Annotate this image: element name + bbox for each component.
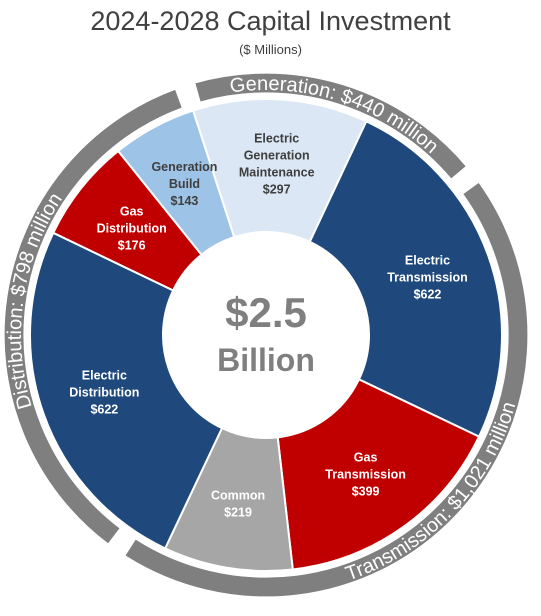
slice-label-line: Transmission (387, 270, 468, 284)
slice-label-gas-distribution: Gas Distribution $176 (97, 204, 167, 252)
slice-label-electric-distribution: Electric Distribution $622 (69, 368, 139, 416)
slice-label-line: Gas (120, 204, 144, 218)
slice-label-line: Electric (82, 368, 127, 382)
center-hole (164, 233, 368, 437)
slice-label-generation-build: Generation Build $143 (151, 160, 217, 208)
slice-label-line: Generation (151, 160, 217, 174)
slice-value: $399 (352, 485, 380, 499)
center-total-unit: Billion (217, 342, 315, 378)
slice-label-line: Transmission (325, 468, 406, 482)
slice-label-line: Maintenance (239, 165, 315, 179)
chart-title: 2024-2028 Capital Investment (90, 6, 451, 36)
slice-label-electric-transmission: Electric Transmission $622 (387, 253, 468, 301)
group-ring-generation (193, 72, 468, 181)
slice-label-line: Electric (254, 131, 299, 145)
center-total-amount: $2.5 (225, 289, 307, 336)
slice-label-line: Electric (405, 253, 450, 267)
slice-generation-build (116, 109, 236, 257)
slice-value: $622 (90, 402, 118, 416)
slice-value: $176 (118, 238, 146, 252)
slice-label-line: Common (211, 489, 265, 503)
group-ring-distribution (3, 88, 184, 546)
chart-subtitle: ($ Millions) (239, 42, 302, 57)
slice-label-gas-transmission: Gas Transmission $399 (325, 451, 406, 499)
slice-label-line: Distribution (97, 221, 167, 235)
slice-label-common: Common $219 (211, 489, 265, 520)
slice-value: $143 (171, 194, 199, 208)
slice-electric-transmission (308, 120, 503, 438)
slice-label-line: Build (169, 177, 200, 191)
group-ring-transmission (123, 181, 529, 598)
slice-electric-distribution (29, 231, 224, 550)
slice-value: $622 (414, 287, 442, 301)
slice-gas-transmission (276, 378, 481, 571)
slice-value: $219 (224, 506, 252, 520)
slice-label-line: Gas (354, 451, 378, 465)
slice-label-line: Distribution (69, 385, 139, 399)
slice-value: $297 (263, 182, 291, 196)
slice-label-electric-generation-maintenance: Electric Generation Maintenance $297 (239, 131, 315, 196)
slice-label-line: Generation (244, 148, 310, 162)
